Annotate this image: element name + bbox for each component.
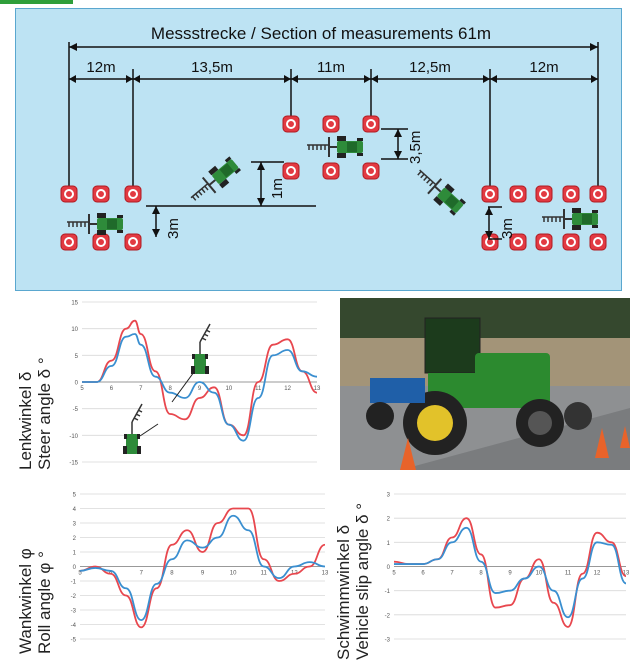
y-tick-label: -3 bbox=[71, 609, 77, 615]
roll-axis-label: Wankwinkel φ Roll angle φ ° bbox=[16, 548, 54, 654]
x-tick-label: 7 bbox=[139, 386, 143, 392]
x-tick-label: 11 bbox=[255, 386, 262, 392]
y-tick-label: -2 bbox=[71, 594, 77, 600]
x-tick-label: 9 bbox=[201, 571, 205, 577]
x-tick-label: 6 bbox=[421, 571, 425, 577]
series-line-measured bbox=[81, 319, 318, 437]
y-tick-label: -3 bbox=[385, 638, 391, 644]
tractor-icon bbox=[123, 403, 143, 454]
segment-label-4: 12,5m bbox=[409, 59, 451, 76]
y-tick-label: 3 bbox=[73, 522, 77, 528]
y-tick-label: 15 bbox=[71, 301, 78, 307]
x-tick-label: 8 bbox=[168, 386, 172, 392]
y-tick-label: 5 bbox=[75, 354, 79, 360]
y-tick-label: 5 bbox=[73, 493, 77, 499]
slip-axis-label: Schwimmwinkel δ Vehicle slip angle δ ° bbox=[334, 502, 372, 660]
offset-label-3-5m: 3,5m bbox=[407, 131, 424, 164]
y-tick-label: -1 bbox=[71, 580, 77, 586]
y-tick-label: -5 bbox=[71, 638, 77, 644]
y-tick-label: 0 bbox=[387, 565, 391, 571]
x-tick-label: 12 bbox=[594, 571, 601, 577]
series-line-simulated bbox=[394, 526, 627, 619]
y-tick-label: 10 bbox=[71, 327, 78, 333]
y-tick-label: 1 bbox=[73, 551, 77, 557]
header-accent-bar bbox=[0, 0, 73, 4]
segment-label-2: 13,5m bbox=[191, 59, 233, 76]
x-tick-label: 11 bbox=[261, 571, 268, 577]
diagram-title: Messstrecke / Section of measurements 61… bbox=[151, 24, 491, 43]
y-tick-label: 4 bbox=[73, 507, 77, 513]
segment-label-3: 11m bbox=[317, 59, 345, 76]
y-tick-label: 2 bbox=[387, 517, 391, 523]
x-tick-label: 10 bbox=[226, 386, 233, 392]
x-tick-label: 10 bbox=[536, 571, 543, 577]
y-tick-label: -1 bbox=[385, 589, 391, 595]
y-tick-label: -4 bbox=[71, 623, 77, 629]
x-tick-label: 6 bbox=[110, 386, 114, 392]
pointer-line bbox=[171, 371, 195, 403]
x-tick-label: 10 bbox=[230, 571, 237, 577]
y-tick-label: 3 bbox=[387, 493, 391, 499]
y-tick-label: -10 bbox=[69, 434, 78, 440]
y-tick-label: 0 bbox=[75, 381, 79, 387]
x-tick-label: 8 bbox=[479, 571, 483, 577]
segment-label-1: 12m bbox=[86, 59, 115, 76]
series-line-measured bbox=[79, 507, 326, 629]
tractor-icon bbox=[191, 323, 211, 374]
y-tick-label: 1 bbox=[387, 541, 391, 547]
x-tick-label: 5 bbox=[392, 571, 396, 577]
x-tick-label: 9 bbox=[508, 571, 512, 577]
x-tick-label: 12 bbox=[284, 386, 291, 392]
series-line-simulated bbox=[81, 333, 318, 442]
steer-axis-label: Lenkwinkel δ Steer angle δ ° bbox=[16, 357, 54, 470]
course-layout: Messstrecke / Section of measurements 61… bbox=[60, 24, 607, 251]
x-tick-label: 9 bbox=[198, 386, 202, 392]
y-tick-label: -5 bbox=[73, 407, 79, 413]
cone-icon bbox=[60, 115, 607, 251]
x-tick-label: 7 bbox=[140, 571, 144, 577]
x-tick-label: 13 bbox=[623, 571, 630, 577]
x-tick-label: 11 bbox=[565, 571, 572, 577]
measurement-section-diagram: Messstrecke / Section of measurements 61… bbox=[15, 8, 622, 291]
x-tick-label: 5 bbox=[78, 571, 82, 577]
x-tick-label: 7 bbox=[450, 571, 454, 577]
offset-label-1m: 1m bbox=[269, 178, 286, 199]
segment-label-5: 12m bbox=[529, 59, 558, 76]
y-tick-label: 2 bbox=[73, 536, 77, 542]
pointer-line bbox=[139, 423, 159, 437]
tractor-test-photo bbox=[340, 298, 630, 470]
y-tick-label: -2 bbox=[385, 613, 391, 619]
series-line-simulated bbox=[79, 514, 326, 622]
x-tick-label: 13 bbox=[314, 386, 321, 392]
offset-label-3m-right: 3m bbox=[499, 218, 516, 239]
offset-label-3m-left: 3m bbox=[165, 218, 182, 239]
x-tick-label: 13 bbox=[322, 571, 329, 577]
y-tick-label: -15 bbox=[69, 461, 78, 467]
y-tick-label: 0 bbox=[73, 565, 77, 571]
x-tick-label: 8 bbox=[170, 571, 174, 577]
x-tick-label: 5 bbox=[80, 386, 84, 392]
